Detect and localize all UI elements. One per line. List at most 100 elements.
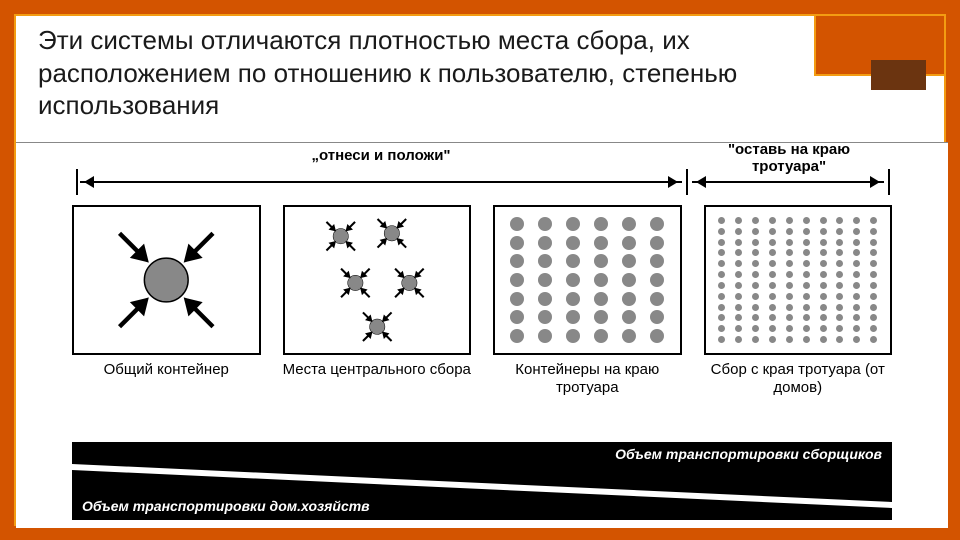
dot <box>836 336 843 343</box>
dot <box>510 292 524 306</box>
dot <box>538 329 552 343</box>
dot <box>870 304 877 311</box>
dot <box>836 217 843 224</box>
dot <box>853 325 860 332</box>
dot <box>769 228 776 235</box>
dot <box>718 336 725 343</box>
wedge-top-label: Объем транспортировки сборщиков <box>615 446 882 462</box>
dot <box>510 217 524 231</box>
dot <box>836 228 843 235</box>
slide: Эти системы отличаются плотностью места … <box>0 0 960 540</box>
dot <box>870 271 877 278</box>
dot <box>735 304 742 311</box>
dot <box>735 336 742 343</box>
dot <box>803 293 810 300</box>
dot <box>820 336 827 343</box>
dot <box>735 314 742 321</box>
dot <box>853 293 860 300</box>
dot <box>718 217 725 224</box>
dot <box>769 304 776 311</box>
dot <box>769 282 776 289</box>
dot <box>752 249 759 256</box>
dot <box>510 310 524 324</box>
dot <box>836 239 843 246</box>
dot <box>752 271 759 278</box>
range-label-left: „отнеси и положи" <box>76 147 686 164</box>
panel-1: Общий контейнер <box>72 205 261 397</box>
range-left-arrow <box>80 181 682 183</box>
dot <box>836 271 843 278</box>
dot <box>566 254 580 268</box>
panel-3-box <box>493 205 682 355</box>
dot <box>803 314 810 321</box>
dot <box>786 325 793 332</box>
dot <box>769 260 776 267</box>
dot <box>769 217 776 224</box>
dot <box>510 273 524 287</box>
dot <box>594 292 608 306</box>
range-row: „отнеси и положи" "оставь на краю тротуа… <box>76 147 888 201</box>
dot <box>786 239 793 246</box>
dot <box>752 217 759 224</box>
dot <box>538 236 552 250</box>
dot <box>769 336 776 343</box>
dot <box>594 310 608 324</box>
single-node-icon <box>74 207 259 353</box>
dot <box>622 236 636 250</box>
dot <box>735 228 742 235</box>
dot <box>510 236 524 250</box>
dot <box>853 249 860 256</box>
dot <box>786 217 793 224</box>
dot <box>735 249 742 256</box>
dot <box>718 293 725 300</box>
dot <box>769 271 776 278</box>
dot <box>853 336 860 343</box>
dot <box>786 271 793 278</box>
dot <box>752 282 759 289</box>
dot <box>786 228 793 235</box>
dot <box>752 304 759 311</box>
dot <box>836 293 843 300</box>
dot <box>870 239 877 246</box>
dot <box>786 336 793 343</box>
dot <box>566 217 580 231</box>
dot <box>820 260 827 267</box>
range-divider-bar <box>686 169 688 195</box>
dot <box>718 314 725 321</box>
diagram-area: „отнеси и положи" "оставь на краю тротуа… <box>16 142 948 528</box>
dot <box>820 314 827 321</box>
cluster-nodes-icon <box>285 207 470 353</box>
dot <box>803 260 810 267</box>
dot <box>870 260 877 267</box>
dot <box>752 260 759 267</box>
dot <box>820 282 827 289</box>
page-title: Эти системы отличаются плотностью места … <box>38 24 778 122</box>
dot <box>870 249 877 256</box>
dot <box>735 293 742 300</box>
dot <box>853 282 860 289</box>
dot <box>786 260 793 267</box>
dot <box>836 314 843 321</box>
dot <box>836 304 843 311</box>
dot <box>820 249 827 256</box>
range-right-arrow <box>692 181 884 183</box>
dot <box>769 314 776 321</box>
dot <box>803 239 810 246</box>
dot <box>718 271 725 278</box>
panel-3: Контейнеры на краю тротуара <box>493 205 682 397</box>
dot <box>803 217 810 224</box>
dot <box>820 239 827 246</box>
panel-1-box <box>72 205 261 355</box>
dot <box>650 273 664 287</box>
dot <box>803 249 810 256</box>
dot <box>836 282 843 289</box>
dot <box>853 217 860 224</box>
dot <box>853 271 860 278</box>
panel-4: Сбор с края тротуара (от домов) <box>704 205 893 397</box>
dot <box>650 236 664 250</box>
dot <box>769 249 776 256</box>
dot <box>718 325 725 332</box>
dot <box>820 325 827 332</box>
dot <box>836 325 843 332</box>
dot <box>622 310 636 324</box>
